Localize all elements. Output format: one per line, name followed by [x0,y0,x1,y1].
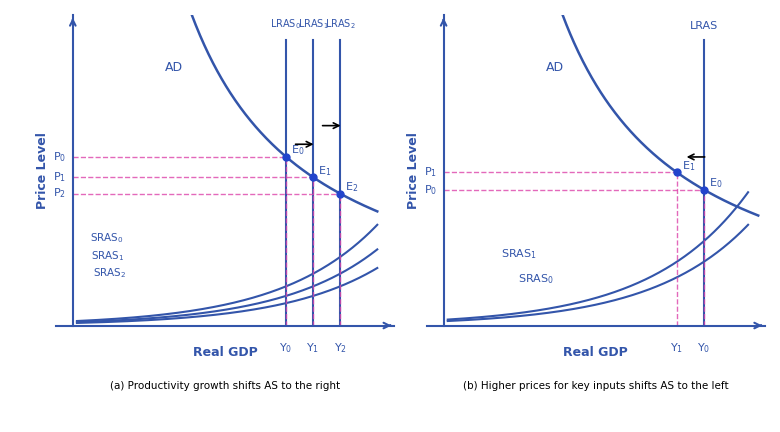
Text: Price Level: Price Level [36,132,49,209]
Text: P$_2$: P$_2$ [53,187,66,200]
Text: (b) Higher prices for key inputs shifts AS to the left: (b) Higher prices for key inputs shifts … [463,381,729,391]
Text: SRAS$_0$: SRAS$_0$ [518,272,554,286]
Text: Y$_0$: Y$_0$ [279,341,292,355]
Text: E$_2$: E$_2$ [345,181,359,194]
Text: P$_0$: P$_0$ [53,150,66,164]
Text: Y$_2$: Y$_2$ [334,341,346,355]
Text: P$_1$: P$_1$ [424,165,437,179]
Text: Y$_1$: Y$_1$ [671,341,683,355]
Text: P$_0$: P$_0$ [424,183,437,197]
Text: P$_1$: P$_1$ [53,170,66,184]
Text: AD: AD [165,61,183,74]
Text: E$_1$: E$_1$ [682,159,696,173]
Text: LRAS: LRAS [690,21,718,31]
Text: Y$_0$: Y$_0$ [697,341,711,355]
Text: Y$_1$: Y$_1$ [307,341,320,355]
Text: SRAS$_1$: SRAS$_1$ [91,249,125,263]
Text: AD: AD [546,61,564,74]
Text: SRAS$_1$: SRAS$_1$ [501,247,537,261]
Text: (a) Productivity growth shifts AS to the right: (a) Productivity growth shifts AS to the… [110,381,340,391]
Text: E$_1$: E$_1$ [318,164,331,178]
Text: LRAS$_0$: LRAS$_0$ [271,17,302,31]
Text: LRAS$_2$: LRAS$_2$ [324,17,356,31]
Text: E$_0$: E$_0$ [709,177,723,191]
Text: LRAS$_1$: LRAS$_1$ [298,17,328,31]
Text: Price Level: Price Level [406,132,420,209]
Text: E$_0$: E$_0$ [291,143,304,157]
X-axis label: Real GDP: Real GDP [563,346,628,359]
Text: SRAS$_2$: SRAS$_2$ [93,266,126,280]
X-axis label: Real GDP: Real GDP [193,346,257,359]
Text: SRAS$_0$: SRAS$_0$ [90,232,123,245]
